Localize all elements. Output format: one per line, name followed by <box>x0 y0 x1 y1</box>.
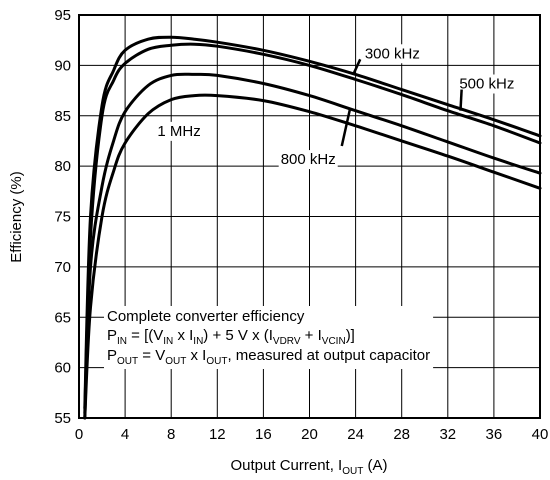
y-tick-label: 55 <box>54 410 71 427</box>
x-tick-label: 28 <box>393 426 410 443</box>
leader-line-500-khz <box>459 89 463 111</box>
annotation-box: Complete converter efficiency PIN = [(VIN… <box>104 306 434 369</box>
x-tick-label: 40 <box>532 426 549 443</box>
curve-label-300-khz: 300 kHz <box>365 45 420 62</box>
x-tick-label: 0 <box>75 426 83 443</box>
y-tick-label: 75 <box>54 209 71 226</box>
curve-label-500-khz: 500 kHz <box>459 76 514 93</box>
curve-label-bg-1-mhz <box>155 121 203 141</box>
y-tick-label: 95 <box>54 7 71 24</box>
x-tick-label: 8 <box>167 426 175 443</box>
y-tick-label: 65 <box>54 309 71 326</box>
y-tick-label: 85 <box>54 108 71 125</box>
x-tick-label: 32 <box>439 426 456 443</box>
y-tick-label: 60 <box>54 360 71 377</box>
y-axis-title: Efficiency (%) <box>8 171 25 262</box>
x-axis-title: Output Current, IOUT (A) <box>231 457 388 477</box>
series-line-1-mhz <box>83 93 542 420</box>
x-tick-label: 12 <box>209 426 226 443</box>
series-line-500-khz <box>83 42 542 415</box>
curve-label-1-mhz: 1 MHz <box>157 123 200 140</box>
tick-labels: 0 4 8 12 16 20 24 28 32 36 40 55 60 65 70 75 80 85 90 95 <box>54 7 548 443</box>
curve-label-bg-500-khz <box>457 74 517 94</box>
leader-line-300-khz <box>352 58 362 75</box>
annotation-background <box>104 306 434 369</box>
curve-label-bg-800-khz <box>278 150 338 170</box>
x-tick-label: 20 <box>301 426 318 443</box>
curve-label-bg-300-khz <box>362 44 422 64</box>
curve-label-800-khz: 800 kHz <box>281 151 336 168</box>
plot-frame <box>78 14 541 419</box>
x-tick-label: 36 <box>486 426 503 443</box>
x-tick-label: 16 <box>255 426 272 443</box>
x-tick-label: 24 <box>347 426 364 443</box>
annotation-line-3: POUT = VOUT x IOUT, measured at output c… <box>107 347 430 367</box>
y-tick-label: 90 <box>54 57 71 74</box>
leader-line-800-khz <box>340 109 352 147</box>
plot-border <box>78 14 541 419</box>
curve-labels: 300 kHz 500 kHz 800 kHz 1 MHz <box>155 44 517 170</box>
series-line-800-khz <box>83 72 542 420</box>
y-tick-label: 80 <box>54 158 71 175</box>
annotation-line-1: Complete converter efficiency <box>107 308 305 325</box>
series-line-300-khz <box>83 35 542 410</box>
series-layer <box>83 35 542 420</box>
y-tick-label: 70 <box>54 259 71 276</box>
annotation-line-2: PIN = [(VIN x IIN) + 5 V x (IVDRV + IVCI… <box>107 327 355 347</box>
x-tick-label: 4 <box>121 426 129 443</box>
